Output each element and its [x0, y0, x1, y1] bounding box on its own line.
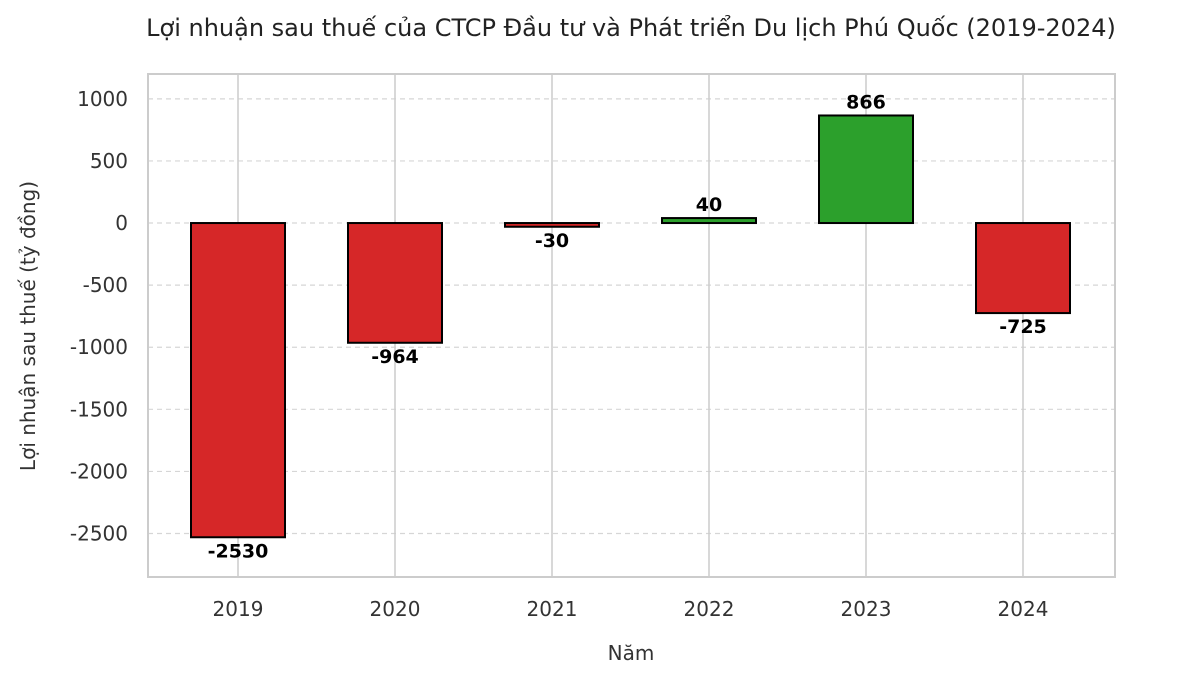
y-tick-label: 1000 [77, 87, 128, 111]
plot-frame [147, 73, 1116, 578]
bar-2022 [661, 217, 757, 225]
bar-2024 [975, 222, 1071, 315]
x-tick-label: 2024 [998, 597, 1049, 621]
y-tick-label: -1000 [70, 335, 128, 359]
data-label: -964 [371, 346, 419, 368]
y-tick-label: -2000 [70, 459, 128, 483]
chart-title: Lợi nhuận sau thuế của CTCP Đầu tư và Ph… [146, 14, 1116, 42]
x-tick-label: 2022 [684, 597, 735, 621]
y-tick-label: -2500 [70, 522, 128, 546]
bar-2021 [504, 222, 600, 228]
y-tick-label: 500 [90, 149, 128, 173]
bar-2023 [818, 114, 914, 225]
x-tick-label: 2019 [213, 597, 264, 621]
bar-2019 [190, 222, 286, 539]
y-tick-label: -500 [83, 273, 128, 297]
x-tick-label: 2021 [527, 597, 578, 621]
x-axis-label: Năm [608, 641, 655, 665]
y-tick-label: 0 [115, 211, 128, 235]
y-axis-label: Lợi nhuận sau thuế (tỷ đồng) [16, 181, 40, 471]
data-label: -2530 [208, 540, 269, 562]
bar-2020 [347, 222, 443, 344]
data-label: -725 [999, 316, 1047, 338]
x-tick-label: 2023 [841, 597, 892, 621]
data-label: -30 [535, 230, 569, 252]
x-tick-label: 2020 [370, 597, 421, 621]
data-label: 866 [846, 91, 886, 113]
y-tick-label: -1500 [70, 397, 128, 421]
data-label: 40 [696, 194, 722, 216]
